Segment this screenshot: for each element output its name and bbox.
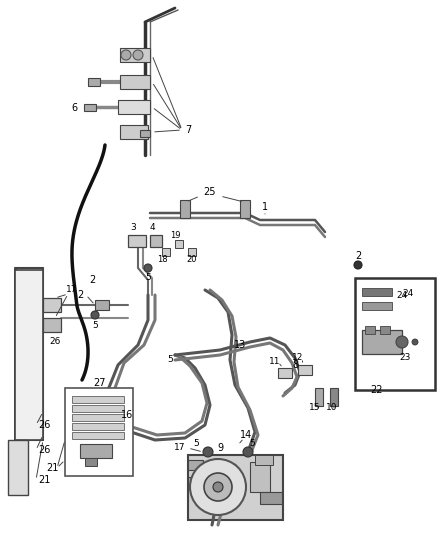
Bar [240,200,250,218]
Circle shape [203,447,213,457]
Bar [8,440,28,495]
Text: 22: 22 [370,385,382,395]
Bar [315,388,323,406]
Text: 21: 21 [38,475,50,485]
Bar [120,125,148,139]
Bar [362,330,402,354]
Bar [250,462,270,492]
Bar [43,298,61,312]
Bar [180,200,190,218]
Bar [120,48,150,62]
Text: 15: 15 [309,403,321,413]
Bar [72,432,124,439]
Bar [278,368,292,378]
Text: 10: 10 [326,403,338,413]
Circle shape [121,50,131,60]
Bar [140,130,150,137]
Bar [128,235,146,247]
Text: 26: 26 [38,420,50,430]
Text: 5: 5 [167,356,173,365]
Text: 2: 2 [355,251,361,261]
Bar [260,492,282,504]
Bar [365,326,375,334]
Bar [188,460,203,470]
Bar [95,300,109,310]
Bar [72,423,124,430]
Circle shape [204,473,232,501]
Bar [88,78,100,86]
Text: 24: 24 [402,288,413,297]
Text: 26: 26 [49,337,61,346]
Bar [72,405,124,412]
Text: 12: 12 [292,353,304,362]
Text: 5: 5 [193,440,199,448]
Bar [175,240,183,248]
Text: 1: 1 [262,202,268,212]
Circle shape [412,339,418,345]
Bar [80,444,112,458]
Bar [188,248,196,256]
Bar [330,388,338,406]
Text: 14: 14 [240,430,252,440]
Text: 19: 19 [170,231,180,240]
Text: 23: 23 [399,353,411,362]
Text: 20: 20 [187,255,197,264]
Text: 26: 26 [38,445,50,455]
Text: 11: 11 [269,358,281,367]
Text: 7: 7 [185,125,191,135]
Bar [362,302,392,310]
Circle shape [91,311,99,319]
Bar [298,365,312,375]
Circle shape [190,459,246,515]
Bar [65,388,133,476]
Text: 17: 17 [66,286,78,295]
Text: 24: 24 [396,290,408,300]
Bar [150,235,162,247]
Bar [72,414,124,421]
Text: 4: 4 [149,223,155,232]
Bar [120,75,150,89]
Text: 3: 3 [130,223,136,232]
Text: 2: 2 [77,290,83,300]
Bar [43,318,61,332]
Bar [188,455,283,520]
Bar [84,104,96,111]
Text: 17: 17 [173,443,185,453]
Text: 18: 18 [157,255,167,264]
Bar [188,477,203,487]
Text: 5: 5 [92,320,98,329]
Text: 5: 5 [145,273,151,282]
Text: 13: 13 [234,340,246,350]
Bar [162,248,170,256]
Bar [355,278,435,390]
Bar [362,288,392,296]
Text: 27: 27 [94,378,106,388]
Circle shape [243,447,253,457]
Text: 6: 6 [72,103,78,113]
Text: 21: 21 [46,463,58,473]
Bar [255,455,273,465]
Bar [72,396,124,403]
Text: 25: 25 [204,187,216,197]
Bar [380,326,390,334]
Bar [85,458,97,466]
Circle shape [396,336,408,348]
Text: 2: 2 [90,275,96,285]
Circle shape [144,264,152,272]
Text: 16: 16 [121,410,133,420]
Circle shape [213,482,223,492]
Circle shape [354,261,362,269]
Circle shape [133,50,143,60]
Bar [15,270,43,440]
Text: 9: 9 [217,443,223,453]
Bar [118,100,150,114]
Text: 5: 5 [249,440,255,448]
Text: 8: 8 [292,360,298,370]
